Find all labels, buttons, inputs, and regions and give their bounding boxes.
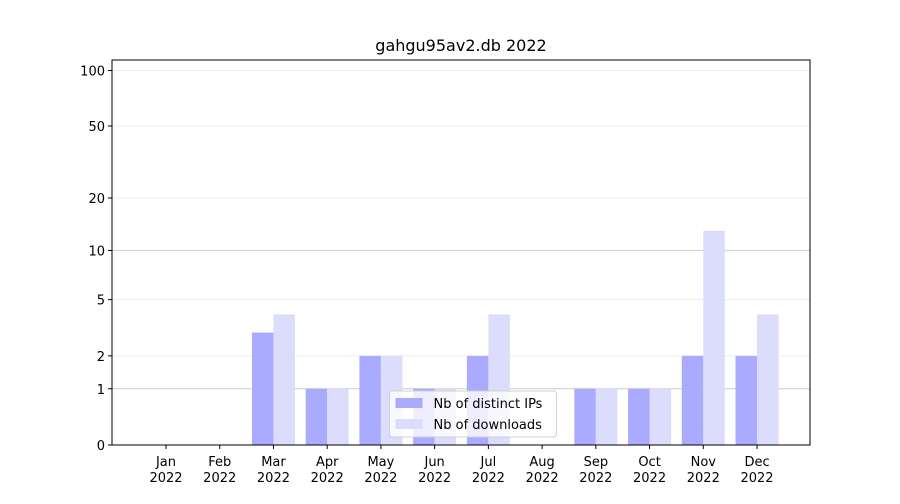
- plot-frame: [111, 59, 811, 446]
- y-tick-label: 50: [88, 120, 105, 135]
- legend-box: [389, 390, 557, 438]
- legend-label: Nb of downloads: [434, 418, 543, 433]
- bar: [757, 314, 779, 445]
- x-tick-label: Aug 2022: [526, 455, 559, 486]
- bar: [273, 314, 295, 445]
- legend-swatch: [395, 419, 423, 429]
- legend-swatch: [395, 398, 423, 408]
- x-tick-label: Jun 2022: [418, 455, 451, 486]
- x-tick-label: Feb 2022: [203, 455, 236, 486]
- x-tick-label: Apr 2022: [311, 455, 344, 486]
- y-tick-label: 0: [97, 439, 105, 454]
- legend-label: Nb of distinct IPs: [434, 397, 543, 412]
- bar: [703, 230, 725, 445]
- bar: [735, 355, 758, 445]
- x-tick-label: Jul 2022: [472, 455, 505, 486]
- x-tick-label: Sep 2022: [579, 455, 612, 486]
- bar: [595, 388, 618, 445]
- y-tick-label: 1: [97, 383, 105, 398]
- x-tick-label: Nov 2022: [687, 455, 720, 486]
- x-tick-label: Jan 2022: [149, 455, 182, 486]
- bar: [628, 388, 650, 445]
- bar: [251, 332, 274, 445]
- x-tick-label: Oct 2022: [633, 455, 666, 486]
- bar: [327, 388, 349, 445]
- x-tick-label: Mar 2022: [257, 455, 290, 486]
- bar: [305, 388, 328, 445]
- bar: [574, 388, 596, 445]
- x-tick-label: Dec 2022: [740, 455, 773, 486]
- y-tick-label: 10: [88, 244, 105, 259]
- y-tick-label: 2: [97, 350, 105, 365]
- x-tick-label: May 2022: [364, 455, 397, 486]
- bar: [681, 355, 704, 445]
- chart-title: gahgu95av2.db 2022: [375, 36, 546, 55]
- y-tick-label: 20: [88, 192, 105, 207]
- bar: [359, 355, 381, 445]
- bar: [649, 388, 672, 445]
- y-tick-label: 5: [97, 294, 105, 309]
- y-tick-label: 100: [80, 65, 105, 80]
